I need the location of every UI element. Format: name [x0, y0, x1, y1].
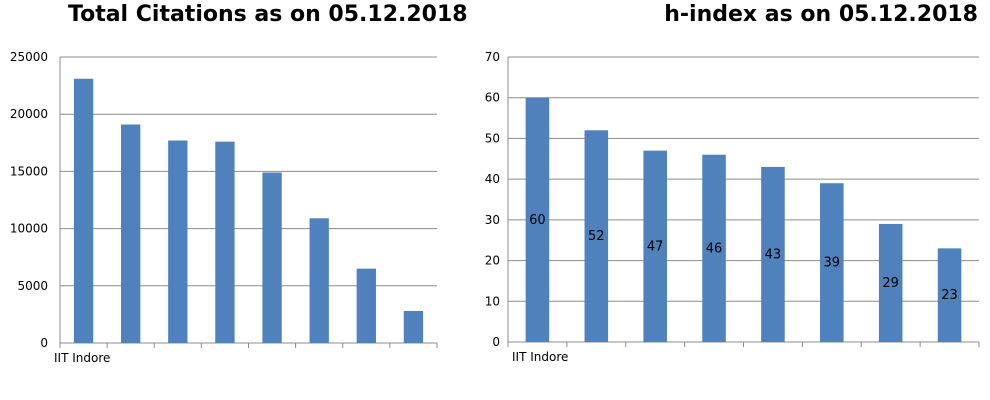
bar: [403, 310, 424, 343]
data-label: 47: [647, 239, 664, 254]
bar: [262, 172, 282, 343]
y-tick-label: 50: [485, 131, 500, 145]
data-label: 60: [529, 213, 546, 228]
x-category-label: IIT Indore: [54, 351, 110, 365]
y-tick-label: 20: [485, 254, 500, 268]
y-tick-label: 0: [492, 335, 500, 349]
bar: [702, 154, 726, 342]
bar: [309, 218, 329, 343]
y-tick-label: 5000: [17, 279, 48, 293]
bar: [525, 97, 550, 342]
y-tick-label: 10: [485, 294, 500, 308]
x-category-label: IIT Indore: [512, 350, 568, 364]
bar: [643, 150, 667, 342]
bar: [761, 166, 785, 342]
y-tick-label: 20000: [10, 107, 48, 121]
y-tick-label: 25000: [10, 50, 48, 64]
data-label: 52: [588, 229, 605, 244]
y-tick-label: 40: [485, 172, 500, 186]
data-label: 29: [882, 276, 899, 291]
bar: [584, 130, 609, 342]
bar: [73, 78, 94, 344]
data-label: 39: [824, 256, 841, 271]
bar: [937, 248, 962, 342]
y-tick-label: 0: [40, 336, 48, 350]
bar: [878, 223, 903, 342]
chart-title-total-citations: Total Citations as on 05.12.2018: [68, 2, 468, 27]
y-tick-label: 15000: [10, 164, 48, 178]
data-label: 43: [765, 247, 782, 262]
bar: [121, 124, 141, 343]
y-tick-label: 30: [485, 213, 500, 227]
bar: [356, 268, 376, 343]
bar: [168, 140, 188, 343]
data-label: 46: [706, 241, 723, 256]
data-label: 23: [941, 288, 958, 303]
bar: [215, 141, 235, 343]
y-tick-label: 70: [485, 50, 500, 64]
chart-title-h-index: h-index as on 05.12.2018: [664, 2, 978, 27]
y-tick-label: 60: [485, 91, 500, 105]
y-tick-label: 10000: [10, 222, 48, 236]
bar: [820, 183, 844, 342]
